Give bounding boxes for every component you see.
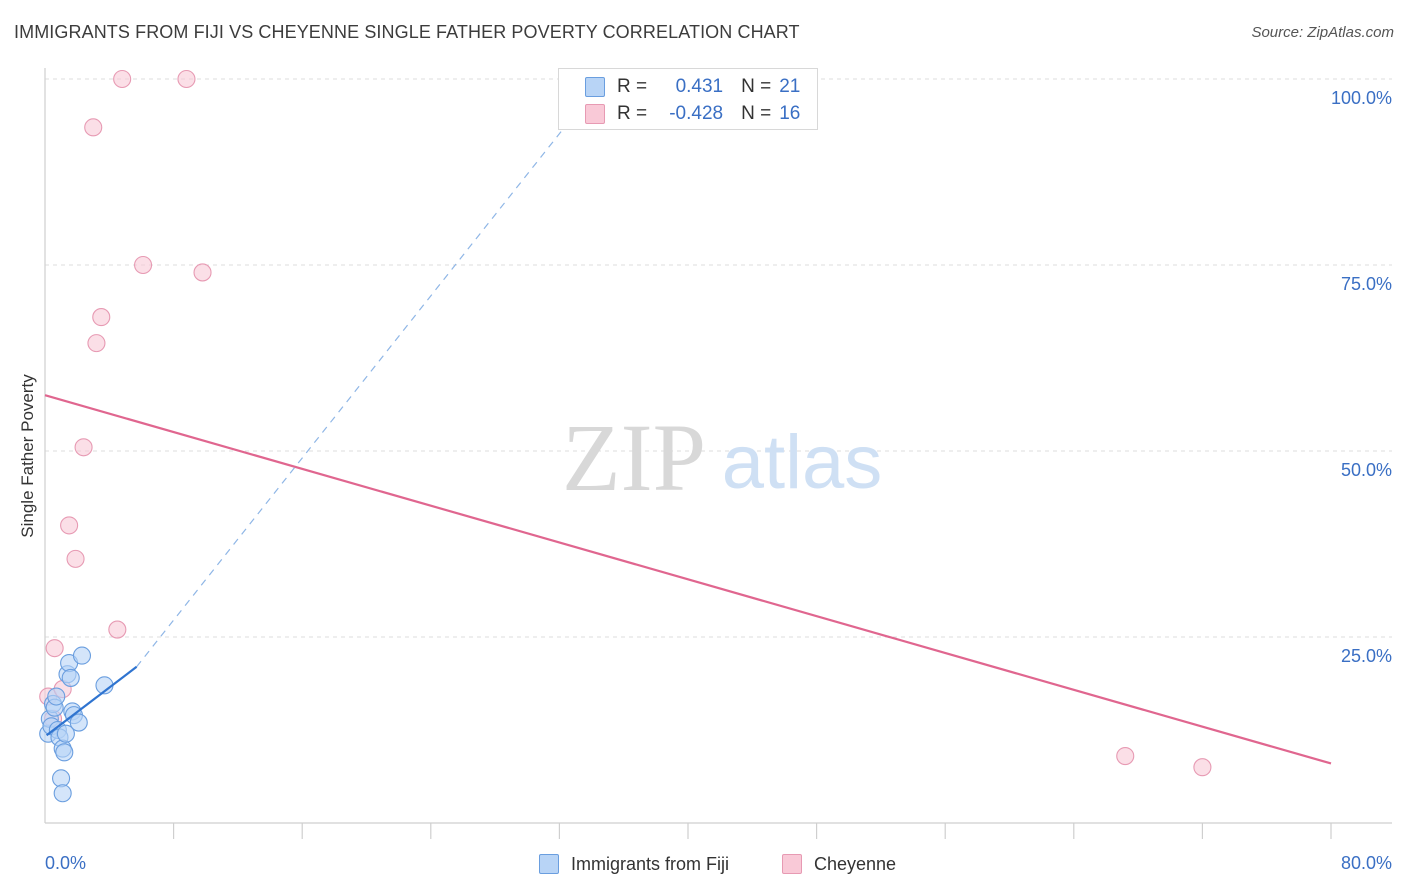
data-point-cheyenne xyxy=(87,334,106,353)
tick-label-layer: 25.0% 50.0% 75.0% 100.0% 0.0% 80.0% xyxy=(45,88,1392,873)
trendline-fiji-extrapolated xyxy=(136,78,604,668)
point-layer xyxy=(39,69,1212,803)
chart-title: IMMIGRANTS FROM FIJI VS CHEYENNE SINGLE … xyxy=(14,22,800,42)
data-point-cheyenne xyxy=(108,620,127,639)
data-point-cheyenne xyxy=(66,549,85,568)
bottom-legend-swatch-cheyenne xyxy=(782,854,802,874)
source-credit: Source: ZipAtlas.com xyxy=(1251,24,1394,41)
legend-r-value: -0.428 xyxy=(669,103,724,124)
data-point-cheyenne xyxy=(177,69,196,89)
data-point-cheyenne xyxy=(1193,758,1212,777)
legend-swatch-cheyenne xyxy=(585,104,605,124)
watermark-zip: ZIP xyxy=(562,404,706,511)
grid-layer xyxy=(45,78,1392,638)
trendline-fiji xyxy=(45,665,138,737)
bottom-legend-fiji: Immigrants from Fiji xyxy=(539,852,729,876)
data-point-cheyenne xyxy=(134,255,153,275)
data-point-cheyenne xyxy=(92,308,111,327)
y-tick-label: 50.0% xyxy=(1341,460,1392,480)
data-point-fiji xyxy=(61,668,80,687)
data-point-fiji xyxy=(47,687,66,706)
legend-r-label: R = xyxy=(617,103,648,124)
legend-row-fiji: R = 0.431 N = 21 xyxy=(585,75,800,99)
data-point-cheyenne xyxy=(74,438,93,457)
data-point-cheyenne xyxy=(84,118,103,137)
legend-r-value: 0.431 xyxy=(675,76,724,97)
y-tick-label: 25.0% xyxy=(1341,646,1392,666)
data-point-fiji xyxy=(69,713,88,732)
legend-row-cheyenne: R = -0.428 N = 16 xyxy=(585,102,800,126)
data-point-fiji xyxy=(72,646,92,665)
y-tick-label: 100.0% xyxy=(1331,88,1392,108)
watermark: ZIP atlas xyxy=(562,404,882,511)
data-point-fiji xyxy=(52,769,71,788)
data-point-cheyenne xyxy=(60,516,79,535)
watermark-atlas: atlas xyxy=(722,420,883,505)
correlation-legend: R = 0.431 N = 21 R = -0.428 N = 16 xyxy=(558,68,818,130)
legend-n-label: N = xyxy=(741,76,772,97)
data-point-fiji xyxy=(53,784,72,803)
data-point-fiji xyxy=(56,724,75,743)
trendline-cheyenne xyxy=(44,394,1332,765)
x-tick-label-max: 80.0% xyxy=(1341,853,1392,873)
bottom-legend-label-fiji: Immigrants from Fiji xyxy=(571,853,730,874)
y-tick-label: 75.0% xyxy=(1341,274,1392,294)
data-point-fiji xyxy=(55,743,74,762)
data-point-cheyenne xyxy=(1116,746,1135,766)
trend-layer xyxy=(44,78,1332,765)
data-point-cheyenne xyxy=(113,69,132,89)
legend-n-value: 16 xyxy=(779,103,801,124)
x-tick-label-min: 0.0% xyxy=(45,853,86,873)
bottom-legend-label-cheyenne: Cheyenne xyxy=(814,853,897,874)
legend-n-label: N = xyxy=(741,103,772,124)
legend-swatch-fiji xyxy=(585,77,605,97)
legend-r-label: R = xyxy=(617,76,648,97)
data-point-cheyenne xyxy=(193,263,212,282)
bottom-legend-cheyenne: Cheyenne xyxy=(782,852,896,876)
legend-n-value: 21 xyxy=(779,76,801,97)
data-point-cheyenne xyxy=(45,639,64,658)
bottom-legend-swatch-fiji xyxy=(539,854,559,874)
